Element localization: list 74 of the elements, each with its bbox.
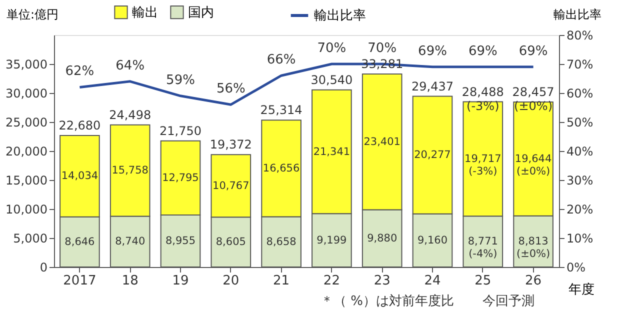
data-label: 14,034 — [61, 170, 98, 182]
total-label: 19,372 — [210, 138, 252, 152]
text: ＊（ %）は対前年度比 — [320, 293, 454, 309]
y-tick-label: 15,000 — [6, 174, 48, 188]
data-label: 8,605 — [216, 236, 246, 248]
y2-tick-label: 30% — [566, 174, 594, 188]
data-label: 12,795 — [162, 172, 199, 184]
x-tick-label: 19 — [172, 274, 189, 288]
data-label: 15,758 — [112, 164, 148, 177]
data-label: 23,401 — [364, 136, 400, 148]
text: 今回予測 — [482, 294, 534, 309]
total-label: 28,457 (±0%) — [512, 84, 554, 113]
data-label: 8,813 (±0%) — [516, 235, 550, 260]
y-tick-label: 0 — [40, 260, 48, 274]
y2-axis-title: 輸出比率 — [554, 8, 602, 22]
y-tick-label: 30,000 — [6, 86, 48, 100]
data-label: 10,767 — [212, 180, 250, 192]
y-tick-label: 20,000 — [6, 144, 48, 158]
data-label: 66% — [266, 52, 296, 68]
x-axis-title: 年度 — [568, 282, 594, 298]
y2-tick-label: 80% — [566, 28, 594, 42]
y-tick-label: 25,000 — [6, 116, 48, 130]
total-label: 24,498 — [109, 108, 152, 122]
x-tick-label: 18 — [122, 274, 138, 288]
data-label: 19,644 (±0%) — [514, 152, 552, 178]
data-label: 8,955 — [165, 235, 196, 248]
x-tick-label: 2017 — [63, 274, 96, 288]
y2-tick-label: 60% — [566, 86, 594, 100]
total-label: 25,314 — [260, 103, 302, 118]
y2-tick-label: 70% — [566, 58, 594, 72]
y-axis-title: 単位:億円 — [6, 8, 59, 22]
data-label: 8,658 — [266, 236, 296, 248]
data-label: 16,656 — [262, 162, 300, 174]
data-label: 9,160 — [417, 234, 448, 246]
y-tick-label: 35,000 — [6, 58, 48, 72]
data-label: 8,740 — [115, 236, 146, 248]
x-tick-label: 24 — [424, 274, 441, 288]
total-label: 22,680 — [58, 118, 101, 132]
x-tick-label: 20 — [222, 274, 240, 288]
x-tick-label: 25 — [474, 274, 492, 288]
data-label: 70% — [368, 41, 397, 56]
y2-tick-label: 50% — [566, 116, 594, 130]
y-tick-label: 10,000 — [6, 202, 48, 216]
y2-tick-label: 40% — [566, 144, 594, 158]
legend-label: 輸出 — [132, 5, 158, 20]
total-label: 30,540 — [310, 72, 353, 87]
y2-tick-label: 10% — [566, 232, 594, 246]
data-label: 69% — [518, 44, 548, 59]
data-label: 21,341 — [313, 146, 350, 158]
data-label: 8,646 — [64, 236, 96, 248]
y2-tick-label: 20% — [566, 202, 594, 216]
x-tick-label: 23 — [374, 274, 390, 288]
data-label: 70% — [317, 41, 346, 56]
y2-tick-label: 0% — [566, 260, 586, 274]
data-label: 20,277 — [414, 149, 451, 162]
total-label: 28,488 (-3%) — [462, 84, 504, 113]
data-label: 9,199 — [316, 234, 347, 246]
x-tick-label: 22 — [323, 274, 340, 288]
total-label: 29,437 — [412, 79, 454, 94]
data-label: 64% — [116, 58, 145, 74]
data-label: 59% — [166, 72, 195, 88]
x-tick-label: 21 — [273, 274, 290, 288]
y-tick-label: 5,000 — [13, 232, 48, 246]
data-label: 19,717 (-3%) — [464, 152, 502, 178]
data-label: 8,771 (-4%) — [468, 236, 498, 260]
legend-label: 国内 — [188, 5, 214, 20]
data-label: 69% — [468, 44, 498, 59]
total-label: 21,750 — [160, 124, 202, 138]
data-label: 62% — [65, 64, 94, 80]
data-label: 56% — [216, 82, 246, 97]
data-label: 69% — [418, 44, 447, 59]
legend-label: 輸出比率 — [314, 8, 366, 24]
x-tick-label: 26 — [525, 274, 542, 288]
data-label: 9,880 — [367, 232, 398, 244]
